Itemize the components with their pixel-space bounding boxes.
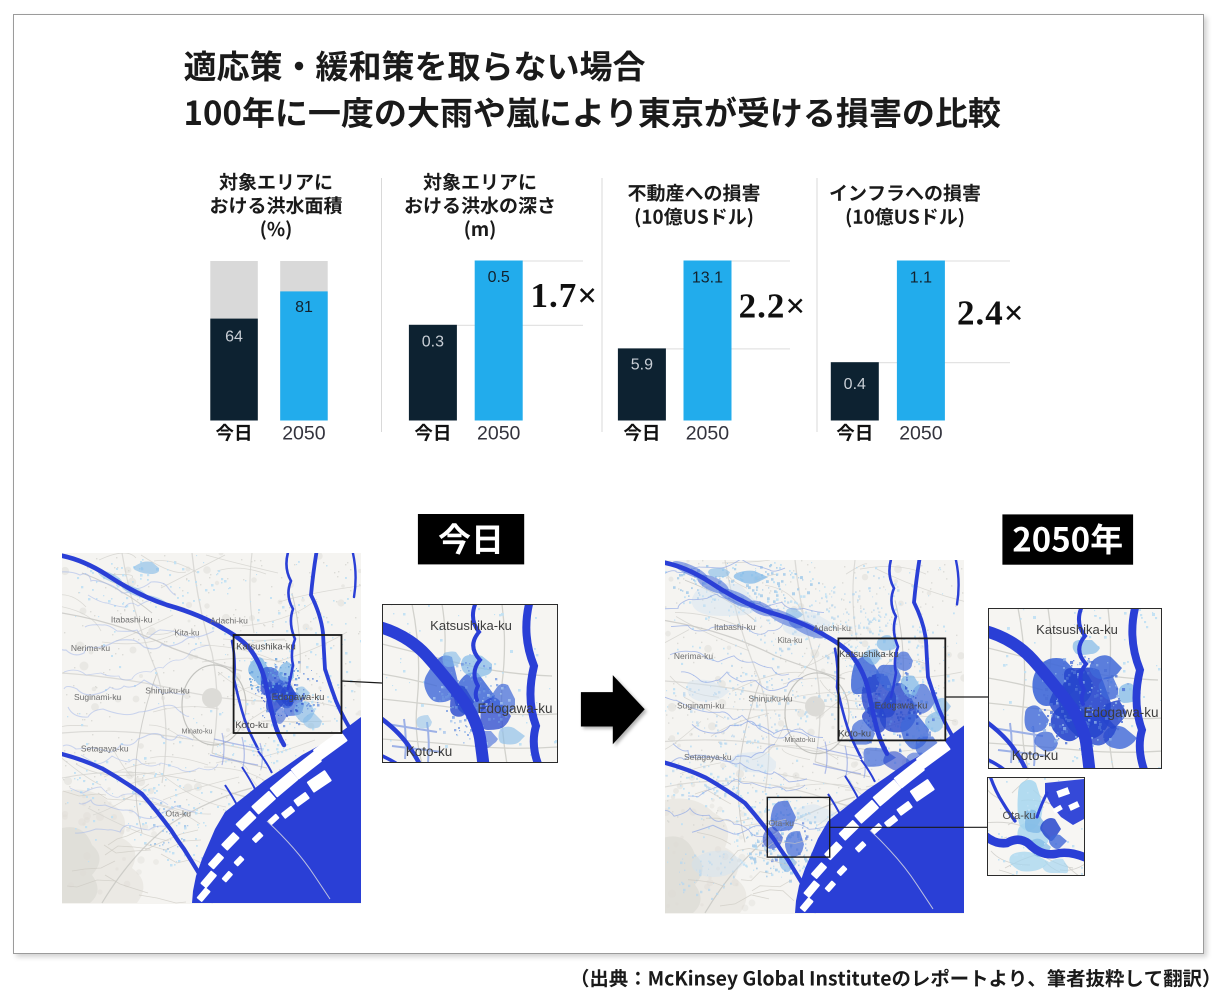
svg-text:Koto-ku: Koto-ku	[838, 729, 871, 740]
svg-text:Setagaya-ku: Setagaya-ku	[81, 743, 129, 753]
svg-text:2050: 2050	[477, 423, 521, 445]
svg-text:Minato-ku: Minato-ku	[785, 737, 816, 744]
svg-text:Ota-ku: Ota-ku	[769, 818, 795, 828]
svg-text:1.1: 1.1	[910, 270, 932, 287]
svg-text:Itabashi-ku: Itabashi-ku	[714, 622, 756, 632]
svg-text:2050: 2050	[282, 423, 326, 445]
svg-text:Suginami-ku: Suginami-ku	[74, 692, 122, 702]
svg-text:81: 81	[295, 299, 313, 316]
svg-text:Suginami-ku: Suginami-ku	[677, 700, 724, 710]
svg-text:Edogawa-ku: Edogawa-ku	[1083, 705, 1158, 720]
svg-text:Minato-ku: Minato-ku	[182, 729, 213, 736]
svg-text:Kita-ku: Kita-ku	[778, 636, 803, 645]
svg-text:Kita-ku: Kita-ku	[175, 629, 200, 638]
svg-text:Koto-ku: Koto-ku	[406, 744, 453, 759]
svg-text:Katsushika-ku: Katsushika-ku	[839, 649, 899, 660]
svg-text:Shinjuku-ku: Shinjuku-ku	[145, 685, 190, 695]
svg-text:Koto-ku: Koto-ku	[235, 720, 268, 731]
svg-text:2.4×: 2.4×	[957, 294, 1025, 333]
svg-text:Setagaya-ku: Setagaya-ku	[684, 752, 732, 762]
svg-text:Shinjuku-ku: Shinjuku-ku	[748, 694, 793, 704]
svg-text:2.2×: 2.2×	[739, 287, 807, 326]
svg-text:Katsushika-ku: Katsushika-ku	[1036, 622, 1118, 637]
svg-text:0.5: 0.5	[488, 269, 510, 286]
svg-text:1.7×: 1.7×	[531, 276, 599, 315]
svg-text:Adachi-ku: Adachi-ku	[210, 616, 248, 626]
svg-text:Edogawa-ku: Edogawa-ku	[477, 701, 552, 716]
svg-text:Katsushika-ku: Katsushika-ku	[430, 618, 512, 633]
svg-text:Nerima-ku: Nerima-ku	[674, 651, 713, 661]
svg-text:Katsushika-ku: Katsushika-ku	[236, 641, 296, 652]
svg-text:Ota-ku: Ota-ku	[166, 809, 192, 819]
svg-text:Ota-ku: Ota-ku	[1002, 810, 1035, 822]
svg-text:5.9: 5.9	[631, 357, 653, 374]
svg-text:2050: 2050	[899, 423, 943, 445]
svg-text:Itabashi-ku: Itabashi-ku	[111, 614, 153, 624]
svg-text:Nerima-ku: Nerima-ku	[71, 643, 110, 653]
svg-text:Adachi-ku: Adachi-ku	[813, 623, 851, 633]
svg-text:Koto-ku: Koto-ku	[1012, 748, 1059, 763]
svg-text:0.4: 0.4	[844, 376, 866, 393]
svg-text:64: 64	[225, 329, 243, 346]
svg-text:Edogawa-ku: Edogawa-ku	[875, 700, 928, 711]
svg-text:Edogawa-ku: Edogawa-ku	[272, 692, 325, 703]
svg-text:2050: 2050	[686, 423, 730, 445]
svg-text:13.1: 13.1	[692, 270, 723, 287]
svg-text:0.3: 0.3	[422, 334, 444, 351]
